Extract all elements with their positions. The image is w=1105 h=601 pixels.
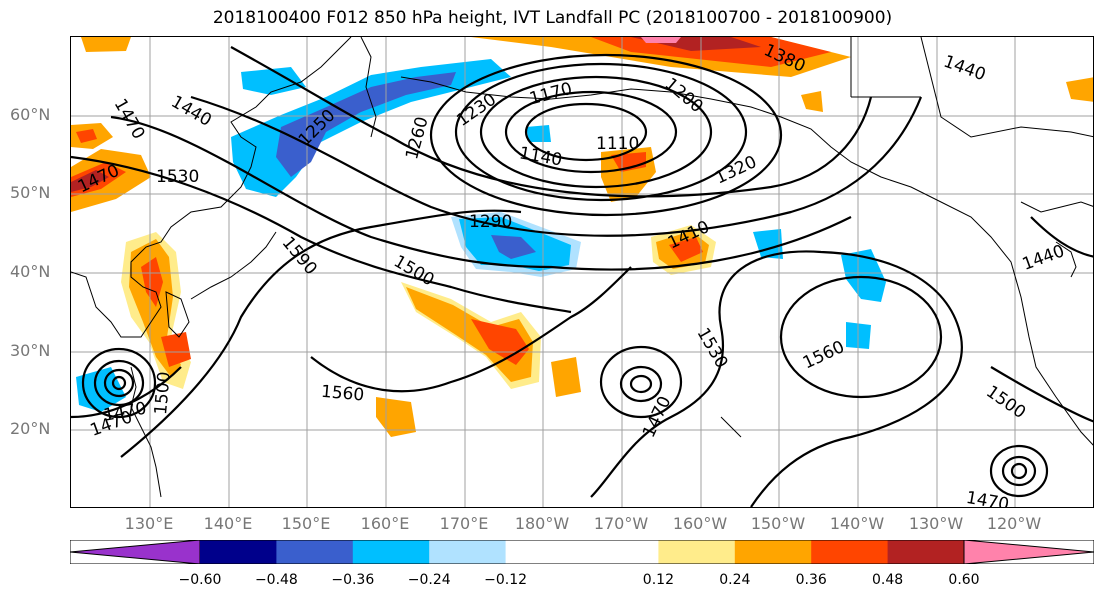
colorbar-segment xyxy=(734,540,812,564)
contour-label: 1140 xyxy=(518,143,564,170)
colorbar-tick-label: 0.24 xyxy=(719,572,751,588)
colorbar-segment xyxy=(505,540,583,564)
contour-label: 1500 xyxy=(390,252,437,291)
colorbar-segment xyxy=(887,540,965,564)
lon-label-140w: 140°W xyxy=(829,514,885,533)
lon-label-130e: 130°E xyxy=(124,514,174,533)
contour-label: 1590 xyxy=(278,233,321,279)
contour-label: 1530 xyxy=(156,167,199,187)
contour-label: 1200 xyxy=(661,74,707,117)
colorbar-extend-left xyxy=(70,540,201,564)
lon-label-130w: 130°W xyxy=(908,514,964,533)
contour-label: 1500 xyxy=(982,382,1029,423)
colorbar-segment xyxy=(200,540,277,564)
lon-label-150w: 150°W xyxy=(750,514,806,533)
lat-label-30n: 30°N xyxy=(10,341,51,360)
colorbar-tick-label: 0.60 xyxy=(948,572,980,588)
lon-label-120w: 120°W xyxy=(986,514,1042,533)
ivt-shading-negative xyxy=(76,59,886,412)
colorbar-segment xyxy=(658,540,736,564)
lon-label-170w: 170°W xyxy=(593,514,649,533)
colorbar-tick-label: −0.24 xyxy=(407,572,451,588)
map-title: 2018100400 F012 850 hPa height, IVT Land… xyxy=(212,8,893,28)
ivt-shading-positive xyxy=(71,37,1093,437)
contour-label: 1470 xyxy=(110,95,149,142)
contour-label: 1440 xyxy=(941,52,988,86)
lon-label-150e: 150°E xyxy=(281,514,331,533)
colorbar-segment xyxy=(811,540,889,564)
lon-label-170e: 170°E xyxy=(439,514,489,533)
colorbar-tick-label: −0.48 xyxy=(254,572,298,588)
colorbar-segment xyxy=(352,540,430,564)
contour-label-group: 1380 1440 1250 1230 1170 1200 1260 1470 … xyxy=(75,40,1067,508)
lat-label-40n: 40°N xyxy=(10,262,51,281)
colorbar-segment xyxy=(429,540,507,564)
contour-label: 1110 xyxy=(596,134,639,154)
colorbar-tick-label: −0.12 xyxy=(484,572,528,588)
height-contours xyxy=(71,46,1093,507)
colorbar xyxy=(70,540,1094,564)
colorbar-extend-right xyxy=(963,540,1094,564)
contour-label: 1500 xyxy=(151,371,175,416)
coastlines xyxy=(71,37,1093,498)
colorbar-tick-label: 0.12 xyxy=(642,572,674,588)
contour-label: 1560 xyxy=(320,382,365,406)
colorbar-tick-label: 0.36 xyxy=(795,572,827,588)
lat-label-60n: 60°N xyxy=(10,105,51,124)
lon-label-140e: 140°E xyxy=(203,514,253,533)
contour-label: 1560 xyxy=(800,337,848,373)
contour-label: 1470 xyxy=(964,488,1010,508)
colorbar-segment xyxy=(276,540,354,564)
map-canvas: 1380 1440 1250 1230 1170 1200 1260 1470 … xyxy=(71,37,1093,508)
colorbar-segment xyxy=(582,540,659,564)
contour-label: 1260 xyxy=(402,115,433,162)
contour-label: 1530 xyxy=(693,324,732,371)
contour-label: 1440 xyxy=(1020,241,1067,275)
colorbar-tick-label: 0.48 xyxy=(872,572,904,588)
lon-label-160e: 160°E xyxy=(360,514,410,533)
lon-label-180w: 180°W xyxy=(514,514,570,533)
contour-label: 1290 xyxy=(469,212,512,232)
map-panel: 1380 1440 1250 1230 1170 1200 1260 1470 … xyxy=(70,36,1094,508)
colorbar-tick-label: −0.36 xyxy=(331,572,375,588)
colorbar-tick-label: −0.60 xyxy=(178,572,222,588)
lat-label-20n: 20°N xyxy=(10,419,51,438)
lon-label-160w: 160°W xyxy=(672,514,728,533)
lat-label-50n: 50°N xyxy=(10,183,51,202)
